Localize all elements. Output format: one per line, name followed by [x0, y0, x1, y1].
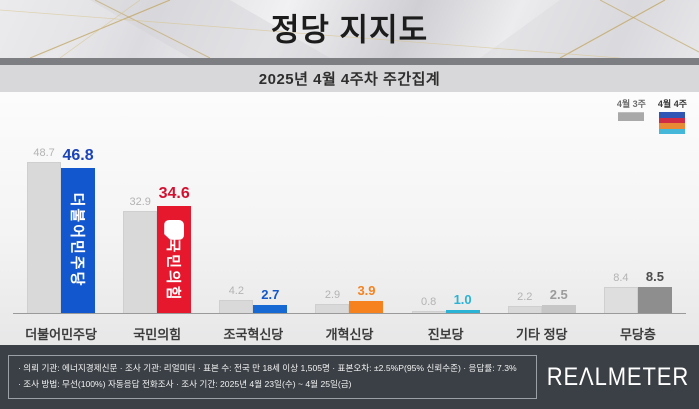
page-subtitle: 2025년 4월 4주차 주간집계 [258, 71, 441, 88]
value-label-curr: 46.8 [62, 146, 94, 164]
bar-column-curr: 2.5 [541, 287, 576, 313]
plot-area: 48.7 46.8 더불어민주당 32.9 34.6 국민의힘 4.2 2.7 2.9 3.9 0.… [13, 126, 686, 314]
category-label: 기타 정당 [516, 327, 568, 342]
bar-prev [27, 162, 62, 313]
party-logo-text: 국민의힘 [164, 238, 182, 302]
category-label: 더불어민주당 [25, 327, 97, 342]
bar-group: 2.2 2.5 [494, 287, 590, 313]
bar-curr [253, 304, 288, 313]
header: 정당 지지도 [0, 0, 699, 58]
value-label-curr: 34.6 [158, 184, 190, 202]
bar-column-prev: 4.2 [219, 284, 254, 313]
value-label-curr: 3.9 [357, 282, 376, 298]
party-logo-text: 더불어민주당 [68, 193, 86, 288]
subtitle-strip: 2025년 4월 4주차 주간집계 [0, 65, 699, 92]
survey-info-box: · 의뢰 기관: 에너지경제신문 · 조사 기관: 리얼미터 · 표본 수: 전… [8, 355, 538, 399]
category-label: 진보당 [427, 327, 464, 342]
legend-label-prev-week: 4월 3주 [616, 99, 646, 109]
bar-group: 8.4 8.5 [590, 269, 686, 313]
chart-legend: 4월 3주 4월 4주 [617, 97, 687, 134]
bar-prev [411, 310, 446, 313]
bar-prev [123, 211, 158, 313]
value-label-curr: 2.7 [261, 286, 280, 302]
bar-curr: 국민의힘 [157, 205, 192, 313]
value-label-prev: 4.2 [228, 284, 244, 297]
value-label-curr: 2.5 [549, 287, 568, 303]
footer: · 의뢰 기관: 에너지경제신문 · 조사 기관: 리얼미터 · 표본 수: 전… [0, 345, 699, 409]
bar-group: 4.2 2.7 [205, 285, 301, 313]
bar-curr [349, 300, 384, 313]
bar-prev [219, 299, 254, 313]
category-label: 개혁신당 [325, 327, 374, 342]
category-row: 더불어민주당 국민의힘 조국혁신당 개혁신당 진보당 기타 정당 무당층 [13, 324, 686, 343]
legend-stripe [659, 112, 686, 118]
bar-column-prev: 8.4 [603, 271, 638, 313]
bar-column-curr: 2.7 [253, 286, 288, 313]
value-label-prev: 8.4 [613, 271, 629, 284]
bar-column-curr: 46.8 더불어민주당 [61, 146, 96, 313]
category-label: 조국혁신당 [223, 327, 284, 342]
bar-group: 48.7 46.8 더불어민주당 [13, 147, 109, 313]
legend-swatch-prev-week [618, 112, 645, 121]
bar-column-curr: 8.5 [637, 268, 672, 313]
bar-curr [541, 305, 576, 313]
bar-column-prev: 48.7 [27, 147, 62, 313]
legend-stripe [659, 128, 686, 134]
bar-column-prev: 0.8 [411, 295, 446, 313]
bar-curr: 더불어민주당 [61, 167, 96, 313]
bar-prev [315, 304, 350, 313]
header-decoration [0, 0, 699, 58]
value-label-prev: 0.8 [420, 295, 437, 308]
chart-area: 4월 3주 4월 4주 48.7 46.8 더불어민주당 32.9 34.6 국민의힘 4.… [0, 92, 699, 345]
bar-prev [507, 306, 542, 313]
bar-curr [445, 309, 480, 313]
value-label-prev: 2.2 [517, 291, 533, 304]
survey-info-line-1: · 의뢰 기관: 에너지경제신문 · 조사 기관: 리얼미터 · 표본 수: 전… [18, 363, 517, 374]
legend-swatch-curr-week [659, 112, 686, 134]
bar-column-prev: 32.9 [123, 196, 158, 313]
category-label: 국민의힘 [133, 327, 182, 342]
value-label-curr: 8.5 [645, 268, 664, 284]
survey-info-line-2: · 조사 방법: 무선(100%) 자동응답 전화조사 · 조사 기간: 202… [18, 379, 352, 389]
bar-column-prev: 2.9 [315, 289, 350, 313]
bar-column-curr: 1.0 [445, 291, 480, 313]
value-label-prev: 32.9 [129, 196, 151, 209]
value-label-prev: 2.9 [324, 289, 341, 302]
bar-group: 0.8 1.0 [398, 292, 494, 313]
bar-column-prev: 2.2 [507, 291, 542, 313]
header-divider [0, 58, 699, 65]
page-title: 정당 지지도 [270, 12, 429, 48]
bar-group: 2.9 3.9 [301, 283, 397, 313]
legend-item-curr-week: 4월 4주 [658, 97, 687, 134]
bar-prev [603, 286, 638, 313]
bar-curr [637, 286, 672, 313]
legend-stripe [659, 123, 686, 129]
value-label-prev: 48.7 [33, 147, 55, 160]
bar-group: 32.9 34.6 국민의힘 [109, 185, 205, 313]
legend-label-curr-week: 4월 4주 [657, 99, 687, 109]
bar-column-curr: 3.9 [349, 282, 384, 313]
category-label: 무당층 [619, 327, 656, 342]
legend-stripe [659, 117, 686, 123]
bar-column-curr: 34.6 국민의힘 [157, 184, 192, 313]
realmeter-logo: REΛLMETER [546, 362, 690, 391]
value-label-curr: 1.0 [453, 291, 472, 307]
legend-item-prev-week: 4월 3주 [617, 97, 646, 134]
party-logo-shape [164, 219, 185, 240]
